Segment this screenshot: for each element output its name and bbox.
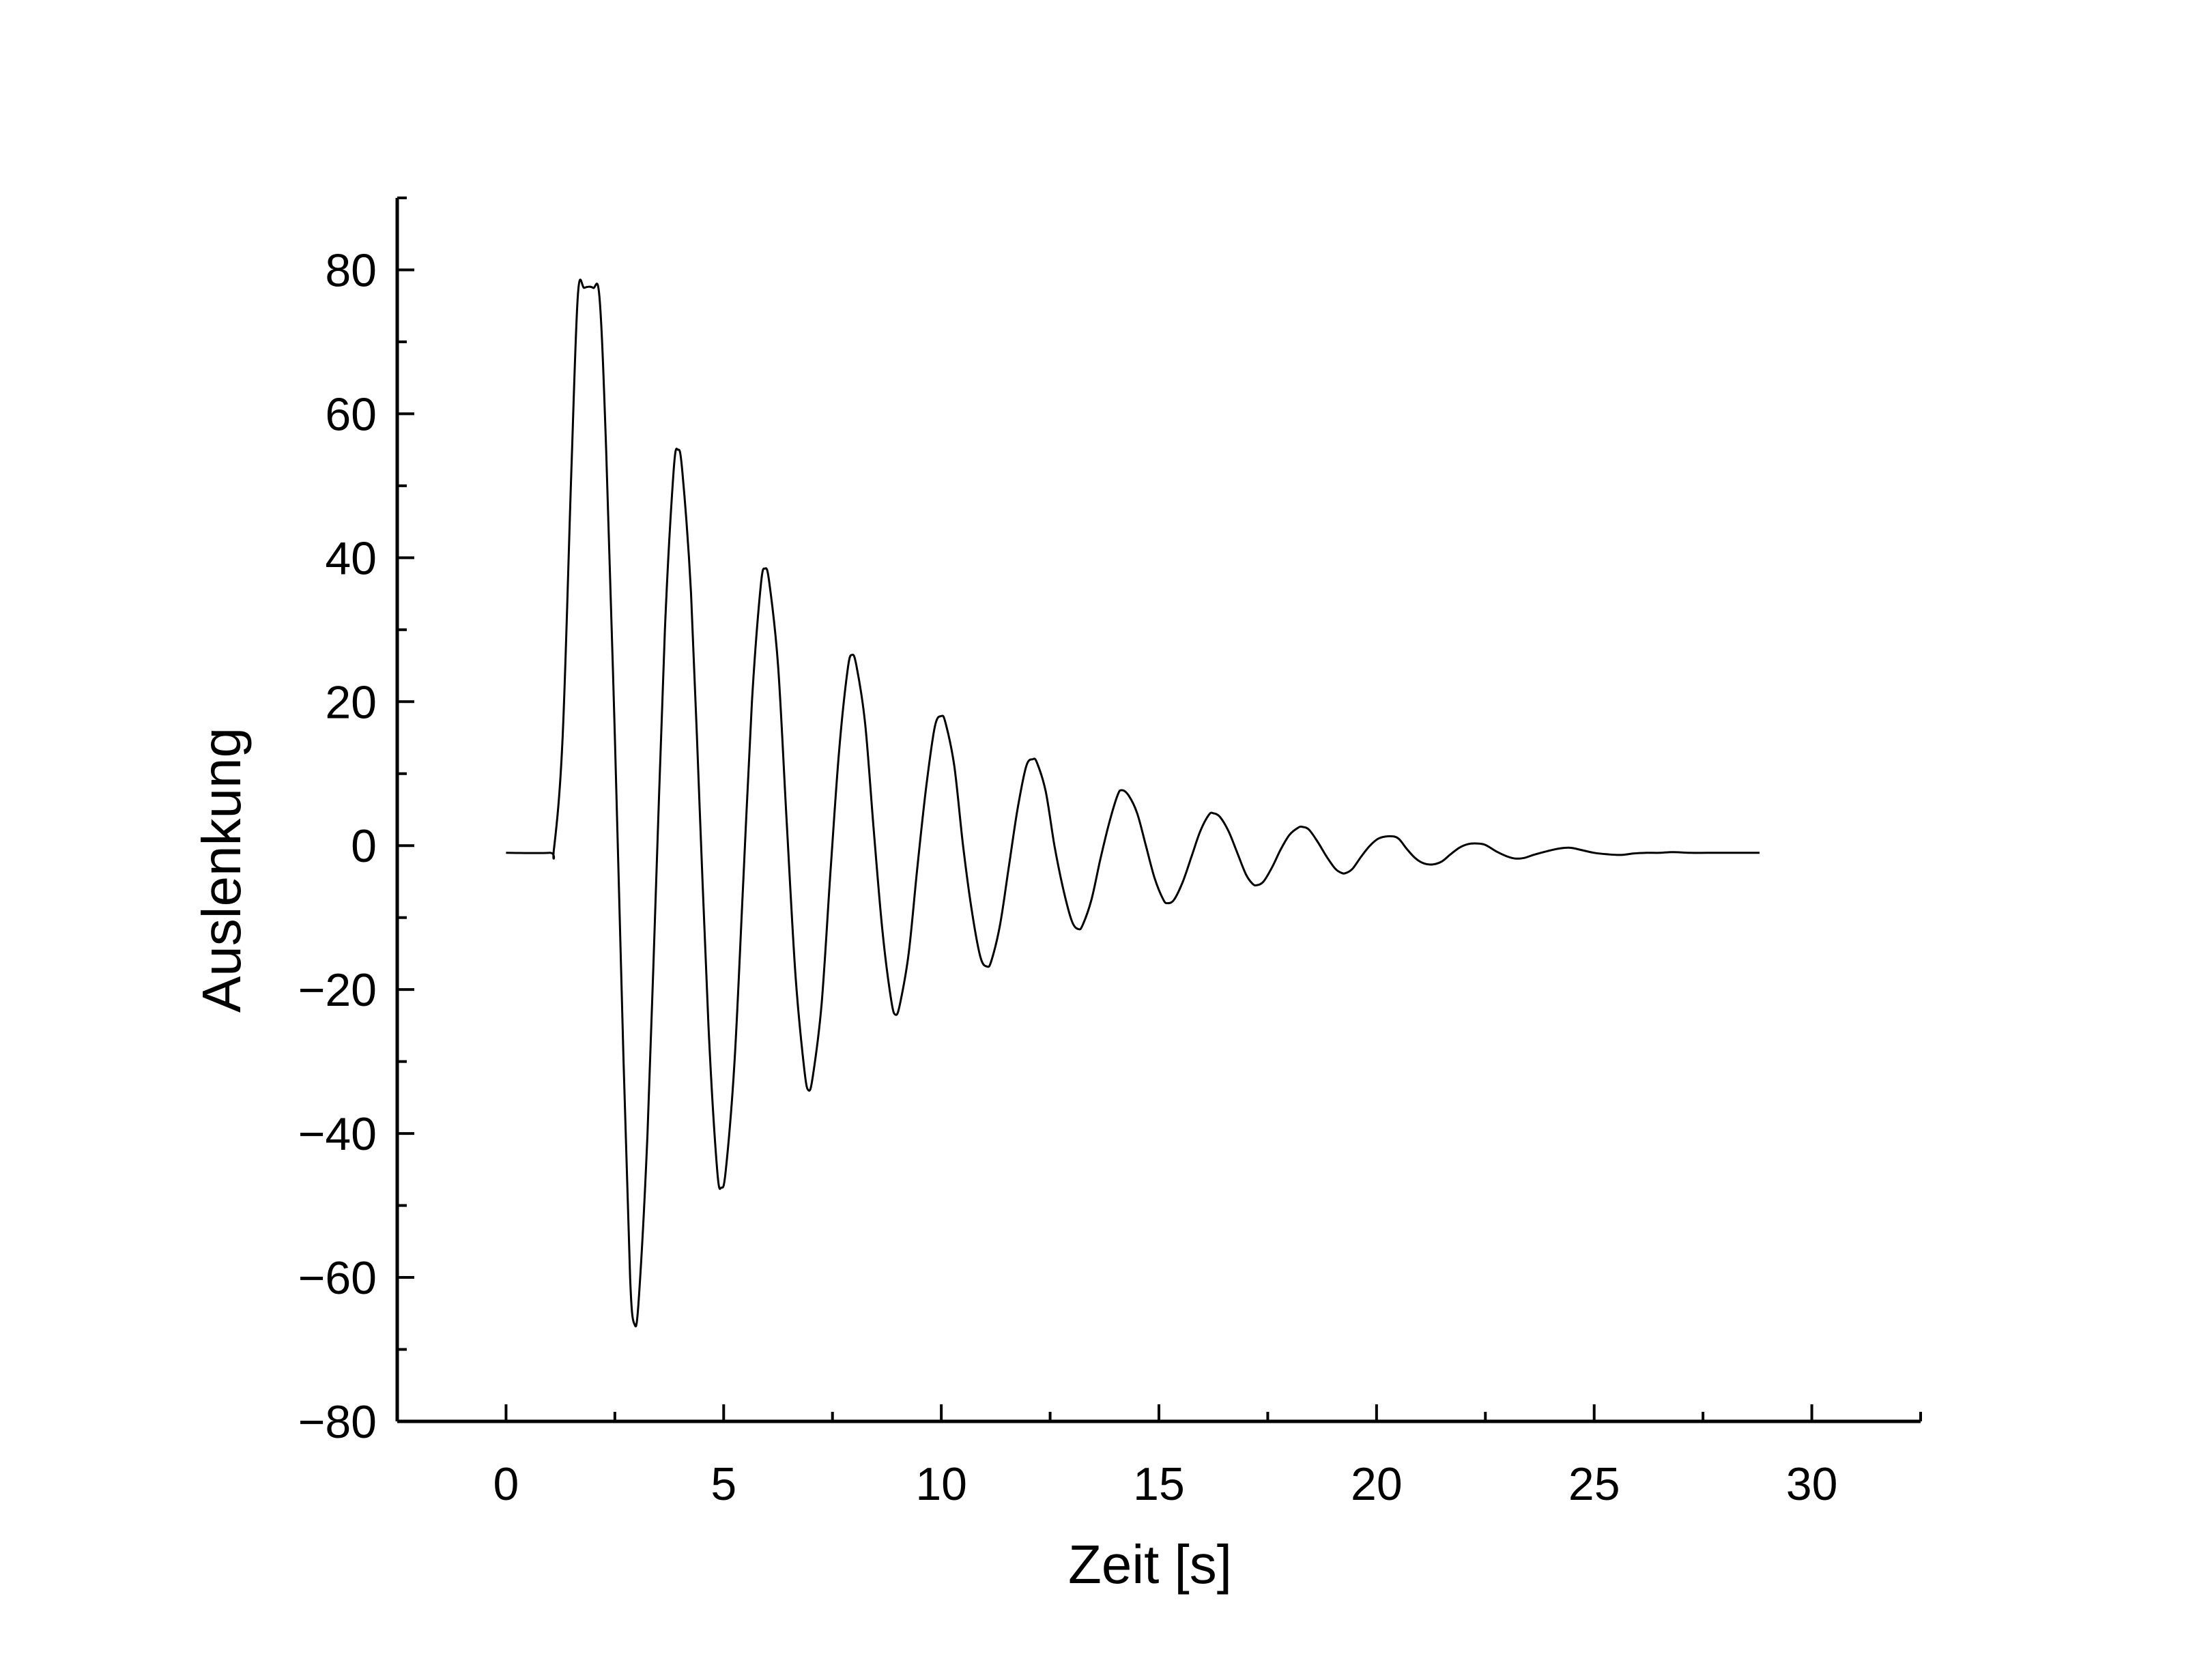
x-tick-label: 5 — [711, 1458, 736, 1510]
y-tick-label: 40 — [325, 532, 377, 584]
x-tick-label: 25 — [1568, 1458, 1620, 1510]
axes: 0 5 10 15 20 25 30 −80 −60 −40 −20 0 20 40 60 80 — [298, 197, 1922, 1510]
plot-area — [506, 278, 1760, 1328]
y-tick-label: 60 — [325, 388, 377, 440]
x-tick-label: 0 — [493, 1458, 519, 1510]
y-axis-title: Auslenkung — [191, 727, 252, 1013]
y-tick-label: −80 — [298, 1396, 377, 1448]
y-tick-label: −20 — [298, 964, 377, 1016]
series-line — [506, 278, 1760, 1328]
x-axis-title: Zeit [s] — [1068, 1534, 1232, 1595]
y-tick-label: 0 — [351, 820, 377, 872]
y-tick-label: 80 — [325, 244, 377, 296]
y-tick-label: −60 — [298, 1252, 377, 1304]
x-tick-label: 15 — [1133, 1458, 1185, 1510]
x-tick-label: 30 — [1786, 1458, 1838, 1510]
y-tick-label: 20 — [325, 676, 377, 728]
x-tick-label: 20 — [1351, 1458, 1403, 1510]
y-tick-label: −40 — [298, 1108, 377, 1160]
x-tick-label: 10 — [915, 1458, 967, 1510]
